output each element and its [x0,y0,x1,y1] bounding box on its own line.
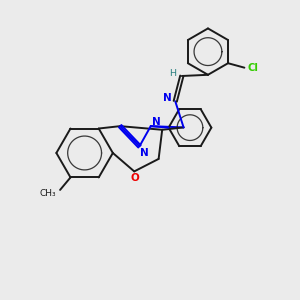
Text: O: O [130,173,139,183]
Text: N: N [163,93,171,103]
Text: N: N [152,117,161,127]
Text: CH₃: CH₃ [39,189,56,198]
Text: N: N [140,148,149,158]
Text: Cl: Cl [248,63,259,73]
Text: H: H [169,69,176,78]
